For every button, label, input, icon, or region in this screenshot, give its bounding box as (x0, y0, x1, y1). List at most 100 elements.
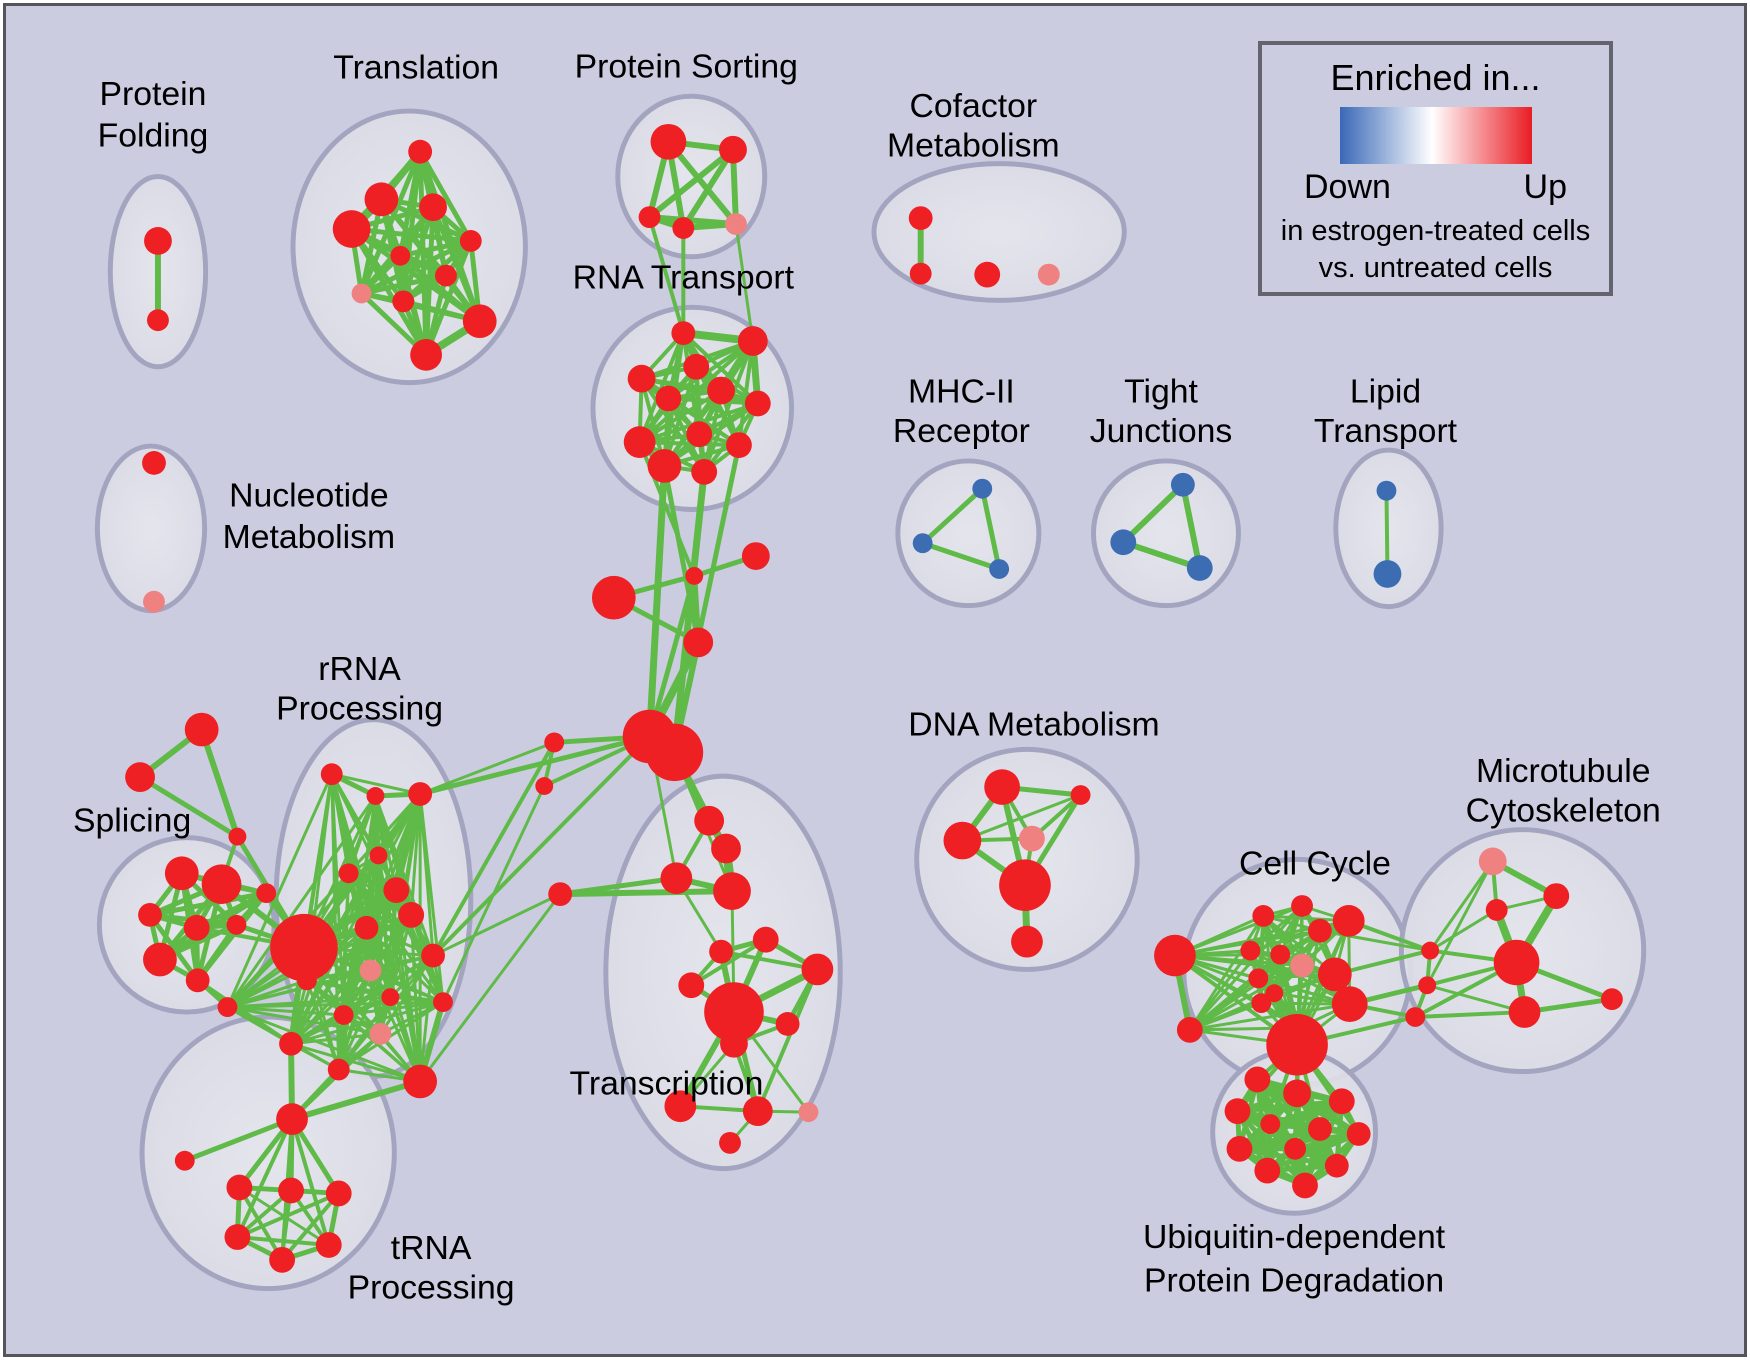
trna-node (174, 1150, 195, 1171)
network-edge (182, 1116, 295, 1164)
center-node (741, 542, 770, 570)
network-edge (417, 734, 653, 797)
center-node (591, 575, 636, 620)
lipid-label: Lipid Transport (1314, 373, 1458, 451)
translation-node (390, 245, 411, 266)
trna-label: tRNA Processing (348, 1229, 515, 1307)
network-edge (365, 926, 435, 958)
dna-node (1019, 825, 1045, 852)
network-edge (290, 1117, 331, 1247)
microtubule-node (1478, 847, 1507, 876)
network-edge (689, 937, 768, 988)
ubiquitin-node (1328, 1088, 1355, 1115)
cofactor-ellipse (871, 161, 1127, 303)
cell_cycle-node (1251, 993, 1272, 1014)
network-edge (979, 486, 1002, 572)
rrna-node (369, 846, 388, 865)
cell_cycle-node (1290, 953, 1314, 978)
network-edge (441, 784, 546, 1004)
network-edge (646, 146, 736, 221)
network-edge (137, 774, 240, 840)
network-edge (1120, 481, 1186, 546)
cell_cycle-node (1252, 904, 1275, 927)
rrna-node (354, 915, 379, 940)
network-edge (225, 954, 435, 1009)
rna_transport-node (691, 458, 718, 485)
microtubule-node (1493, 939, 1540, 986)
network-edge (225, 1005, 346, 1017)
network-edge (647, 215, 686, 336)
ubiquitin-node (1292, 1172, 1318, 1199)
protein_sorting-node (725, 213, 747, 235)
network-edge (330, 772, 422, 796)
cofactor-node (1037, 263, 1060, 286)
splicing-node (143, 942, 177, 977)
network-edge (671, 442, 742, 755)
translation-node (435, 264, 457, 287)
network-edge (1428, 908, 1499, 953)
dna-node (984, 769, 1020, 805)
network-edge (378, 954, 435, 1036)
tight_junctions-node (1186, 555, 1213, 581)
microtubule-node (1421, 941, 1440, 960)
network-edge (349, 226, 429, 358)
network-edge (397, 238, 474, 259)
ubiquitin-node (1283, 1079, 1311, 1108)
protein_folding-node (144, 227, 172, 255)
rrna-node (369, 1022, 392, 1045)
labels-layer: Protein Folding Translation Protein Sorting… (73, 47, 1661, 1306)
rna_transport-node (647, 449, 682, 483)
cell_cycle-node (1176, 1017, 1203, 1043)
rrna-node (381, 988, 400, 1007)
ubiquitin-node (1224, 1098, 1251, 1125)
rna_transport-node (671, 321, 696, 345)
rna_transport-label: RNA Transport (573, 259, 795, 297)
rrna-node (338, 863, 359, 884)
network-edge (289, 968, 372, 1046)
network-edge (960, 793, 1083, 843)
network-edge (225, 1005, 382, 1036)
dna-label: DNA Metabolism (908, 706, 1159, 744)
cell_cycle-node (1291, 895, 1313, 917)
mhc-node (989, 559, 1010, 579)
network-edge (920, 486, 985, 546)
rna_transport-node (627, 364, 656, 393)
rrna-node (270, 913, 338, 982)
translation-node (364, 182, 399, 217)
translation-node (351, 283, 372, 304)
rrna-node (403, 1064, 438, 1099)
network-edge (1264, 1131, 1362, 1174)
transcription-node (711, 833, 741, 864)
network-edge (719, 949, 820, 972)
protein_sorting-node (650, 123, 687, 160)
rna_transport-node (683, 353, 710, 380)
rrna-node (320, 763, 343, 786)
trna-node (276, 1103, 308, 1135)
center-node (535, 777, 554, 795)
mhc-ellipse (895, 458, 1042, 609)
dna-node (999, 859, 1051, 911)
network-edge (692, 469, 707, 578)
network-edge (1413, 1010, 1527, 1019)
rrna-node (433, 992, 453, 1013)
transcription-node (801, 953, 834, 986)
cofactor-node (974, 261, 1001, 288)
ubiquitin-node (1284, 1137, 1307, 1160)
tight_junctions-label: Tight Junctions (1090, 373, 1233, 451)
protein_sorting-label: Protein Sorting (575, 47, 798, 85)
triangle-node (125, 762, 155, 793)
trna-node (315, 1232, 342, 1258)
ubiquitin-node (1260, 1114, 1281, 1134)
legend-down-label: Down (1304, 168, 1391, 206)
network-edge (289, 1078, 424, 1123)
translation-label: Translation (333, 48, 499, 86)
mhc-node (972, 478, 993, 499)
transcription-node (719, 1131, 741, 1154)
network-edge (198, 726, 241, 840)
rna_transport-node (623, 426, 656, 458)
cell_cycle-node (1266, 1014, 1328, 1076)
transcription-node (660, 862, 693, 895)
cell_cycle-node (1270, 944, 1291, 965)
network-edge (661, 463, 701, 645)
network-edge (225, 978, 309, 1009)
